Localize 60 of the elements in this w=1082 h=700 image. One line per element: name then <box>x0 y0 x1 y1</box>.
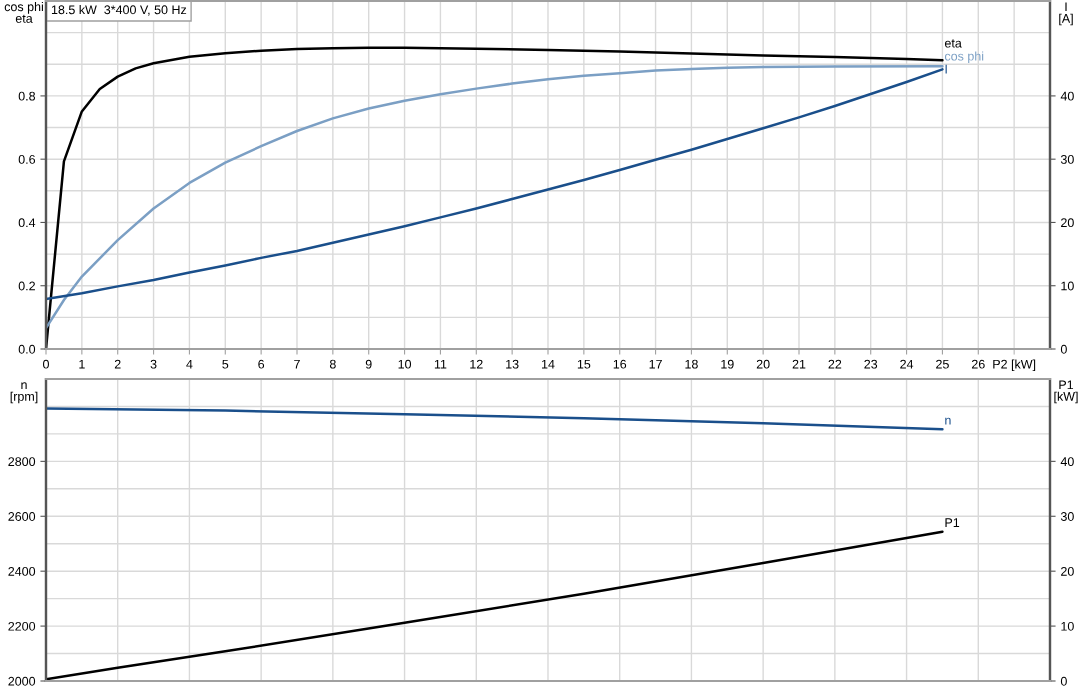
y2-tick-label: 0 <box>1060 344 1067 354</box>
series-label: P1 <box>945 518 960 527</box>
x-tick-label: 6 <box>258 359 265 369</box>
x-tick-label: 26 <box>971 359 985 369</box>
x-tick-label: 1 <box>79 359 85 369</box>
y-axis-title: cos phi eta <box>4 2 43 23</box>
x-tick-label: 19 <box>721 359 734 369</box>
y2-tick-label: 10 <box>1061 281 1074 291</box>
x-tick-label: 4 <box>186 359 193 369</box>
y-axis-title: n [rpm] <box>10 382 38 404</box>
y2-tick-label: 20 <box>1061 218 1074 228</box>
y-tick-label: 0.2 <box>18 281 35 291</box>
y2-tick-label: 30 <box>1060 154 1074 164</box>
x-tick-label: 7 <box>294 359 300 369</box>
series-label: eta <box>944 39 962 48</box>
x-tick-label: 16 <box>613 359 627 369</box>
x-tick-label: 22 <box>828 359 842 369</box>
y-tick-label: 2400 <box>8 566 36 576</box>
y-tick-label: 2800 <box>8 457 36 467</box>
x-tick-label: 13 <box>506 359 519 369</box>
y2-tick-label: 20 <box>1061 566 1074 576</box>
y2-tick-label: 40 <box>1060 457 1074 467</box>
x-tick-label: 9 <box>365 359 372 369</box>
x-tick-label: 17 <box>649 359 662 369</box>
x-tick-label: 5 <box>222 359 229 369</box>
y-tick-label: 0.0 <box>18 344 36 354</box>
x-tick-label: 23 <box>864 359 878 369</box>
y-tick-label: 2000 <box>8 676 36 686</box>
x-tick-label: 14 <box>542 359 555 369</box>
x-tick-label: 20 <box>756 359 770 369</box>
x-tick-label: 2 <box>114 359 121 369</box>
series-label: I <box>945 64 947 74</box>
y2-axis-title: I [A] <box>1059 2 1073 26</box>
chart-title: 18.5 kW 3*400 V, 50 Hz <box>51 5 187 16</box>
x-tick-label: 18 <box>685 359 698 369</box>
x-tick-label: 0 <box>43 359 49 369</box>
x-tick-label: 12 <box>470 359 483 369</box>
x-tick-label: 3 <box>150 359 157 369</box>
x-tick-label: 21 <box>792 359 806 369</box>
y2-axis-title: P1 [kW] <box>1054 380 1078 404</box>
x-tick-label: 8 <box>329 359 336 369</box>
y2-tick-label: 30 <box>1060 512 1074 521</box>
y2-tick-label: 40 <box>1060 91 1074 101</box>
x-tick-label: 10 <box>398 359 412 369</box>
y-tick-label: 0.8 <box>18 91 36 101</box>
x-axis-title: P2 [kW] <box>993 359 1036 372</box>
y-tick-label: 0.6 <box>18 154 36 164</box>
series-label: cos phi <box>944 51 984 64</box>
line-series <box>46 530 944 681</box>
line-series <box>46 407 944 431</box>
x-tick-label: 15 <box>577 359 591 369</box>
y-tick-label: 2200 <box>8 621 36 631</box>
x-tick-label: 11 <box>434 359 447 369</box>
y-tick-label: 0.4 <box>18 218 36 228</box>
series-label: n <box>945 417 951 425</box>
y-tick-label: 2600 <box>8 512 36 521</box>
y2-tick-label: 0 <box>1060 676 1067 686</box>
x-tick-label: 25 <box>936 359 949 369</box>
x-tick-label: 24 <box>900 359 914 369</box>
y2-tick-label: 10 <box>1061 621 1074 631</box>
